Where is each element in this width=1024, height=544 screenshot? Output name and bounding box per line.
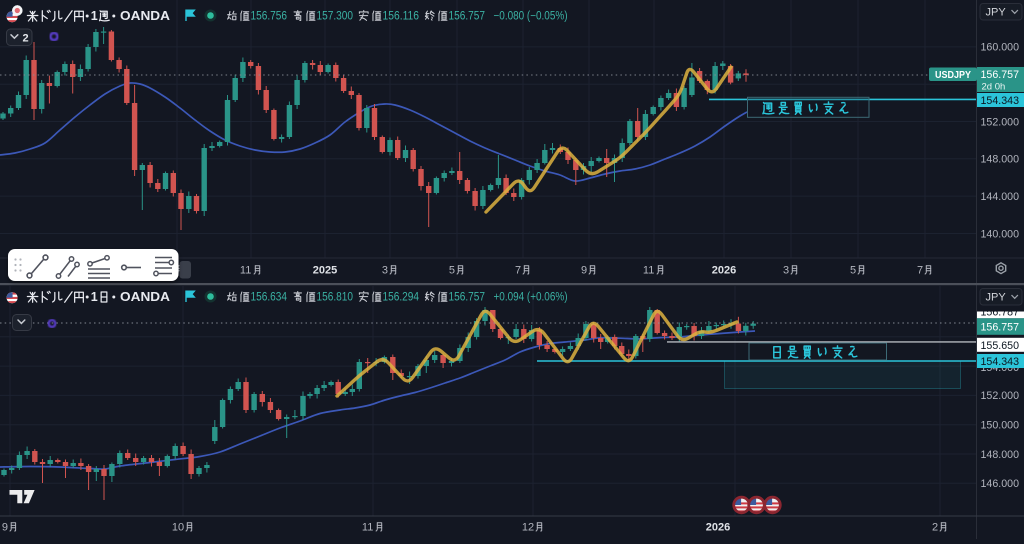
svg-text:156.757: 156.757 bbox=[981, 69, 1020, 81]
svg-text:146.000: 146.000 bbox=[981, 478, 1020, 490]
svg-text:9: 9 bbox=[2, 522, 8, 534]
svg-text:2026: 2026 bbox=[706, 522, 730, 534]
svg-text:7: 7 bbox=[515, 265, 521, 277]
svg-text:OANDA: OANDA bbox=[120, 289, 171, 304]
svg-text:OANDA: OANDA bbox=[120, 8, 171, 23]
svg-text:JPY: JPY bbox=[986, 292, 1007, 304]
svg-text:144.000: 144.000 bbox=[981, 191, 1020, 203]
svg-text:156.787: 156.787 bbox=[981, 307, 1020, 319]
svg-text:152.000: 152.000 bbox=[981, 390, 1020, 402]
svg-text:2025: 2025 bbox=[313, 265, 337, 277]
svg-text:1: 1 bbox=[91, 9, 98, 23]
svg-text:156.757: 156.757 bbox=[449, 292, 486, 304]
svg-text:156.757: 156.757 bbox=[981, 321, 1020, 333]
svg-text:152.000: 152.000 bbox=[981, 116, 1020, 128]
svg-text:2026: 2026 bbox=[712, 265, 736, 277]
svg-text:156.810: 156.810 bbox=[317, 292, 354, 304]
svg-text:7: 7 bbox=[917, 265, 923, 277]
svg-text:154.000: 154.000 bbox=[981, 362, 1020, 374]
svg-text:2: 2 bbox=[23, 33, 29, 45]
svg-text:2: 2 bbox=[932, 522, 938, 534]
svg-text:1: 1 bbox=[91, 290, 98, 304]
svg-text:160.000: 160.000 bbox=[981, 42, 1020, 54]
svg-text:157.300: 157.300 bbox=[317, 11, 354, 23]
svg-text:156.757: 156.757 bbox=[449, 11, 486, 23]
svg-text:2d 0h: 2d 0h bbox=[982, 82, 1006, 93]
svg-text:11: 11 bbox=[362, 522, 373, 534]
svg-text:148.000: 148.000 bbox=[981, 154, 1020, 166]
svg-text:−0.080 (−0.05%): −0.080 (−0.05%) bbox=[494, 11, 568, 23]
svg-text:150.000: 150.000 bbox=[981, 420, 1020, 432]
svg-text:3: 3 bbox=[783, 265, 789, 277]
svg-text:5: 5 bbox=[449, 265, 455, 277]
svg-text:10: 10 bbox=[172, 522, 184, 534]
svg-text:+0.094 (+0.06%): +0.094 (+0.06%) bbox=[494, 292, 568, 304]
svg-text:5: 5 bbox=[850, 265, 856, 277]
svg-text:155.650: 155.650 bbox=[981, 340, 1020, 352]
svg-text:154.343: 154.343 bbox=[981, 95, 1020, 107]
svg-text:JPY: JPY bbox=[986, 7, 1007, 19]
svg-text:154.343: 154.343 bbox=[981, 356, 1020, 368]
svg-text:156.756: 156.756 bbox=[251, 11, 288, 23]
svg-text:9: 9 bbox=[581, 265, 587, 277]
svg-text:148.000: 148.000 bbox=[981, 449, 1020, 461]
svg-text:11: 11 bbox=[240, 265, 251, 277]
svg-text:156.634: 156.634 bbox=[251, 292, 288, 304]
svg-text:3: 3 bbox=[382, 265, 388, 277]
svg-text:11: 11 bbox=[643, 265, 654, 277]
svg-text:140.000: 140.000 bbox=[981, 228, 1020, 240]
svg-text:156.294: 156.294 bbox=[383, 292, 420, 304]
svg-text:12: 12 bbox=[522, 522, 534, 534]
svg-text:USDJPY: USDJPY bbox=[935, 70, 971, 81]
svg-text:156.116: 156.116 bbox=[383, 11, 420, 23]
